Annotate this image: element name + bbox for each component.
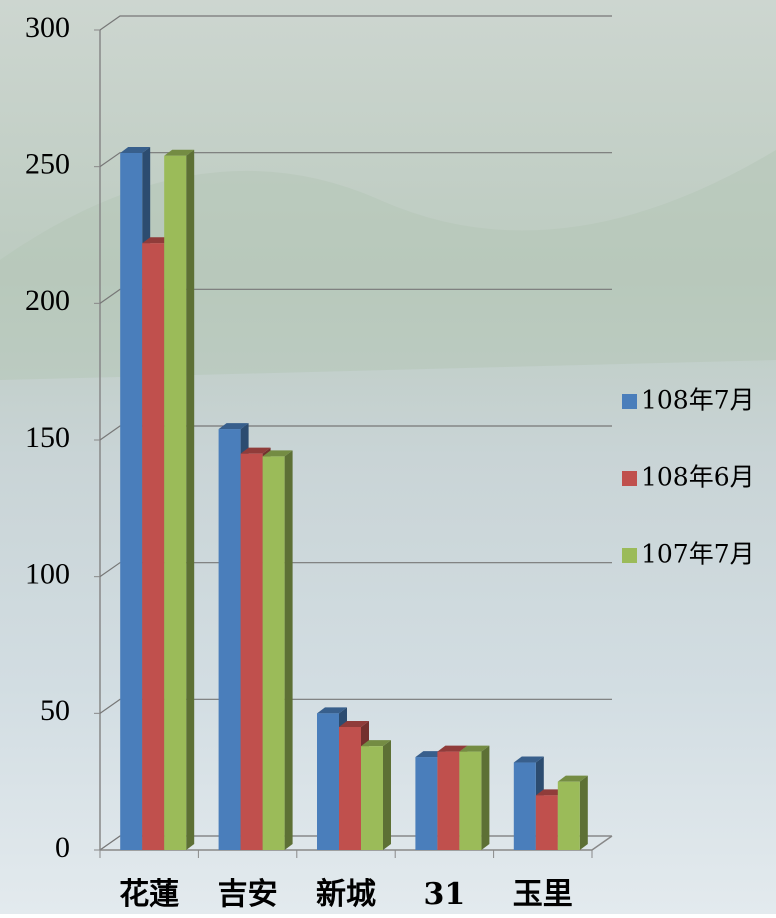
bar-side <box>481 745 490 850</box>
bar <box>459 751 482 850</box>
bar <box>513 762 536 850</box>
bar <box>437 751 460 850</box>
x-tick-label: 吉安 <box>218 877 278 912</box>
bar <box>218 429 241 850</box>
grid-line <box>99 562 612 578</box>
y-tick-label: 300 <box>25 11 70 44</box>
bar-side <box>186 149 195 850</box>
y-tick-label: 50 <box>40 694 70 727</box>
bar-top <box>218 423 249 430</box>
y-tick-label: 150 <box>25 421 70 454</box>
grid-line <box>99 288 612 304</box>
bar <box>361 746 383 850</box>
bar <box>240 453 263 850</box>
x-tick-label: 花蓮 <box>119 877 179 912</box>
bar-top <box>437 745 468 752</box>
bar <box>339 727 361 850</box>
bar <box>120 153 143 850</box>
x-tick-label: 新城 <box>316 877 376 912</box>
legend-swatch <box>622 548 637 563</box>
legend-label: 107年7月 <box>641 540 755 569</box>
x-tick-label: 玉里 <box>513 877 573 912</box>
x-tick-label: 31 <box>424 877 466 912</box>
bar-top <box>240 447 271 454</box>
bar <box>557 781 580 850</box>
legend-swatch <box>622 471 637 486</box>
grid-line <box>99 425 612 441</box>
bar-top <box>557 775 588 782</box>
bar-top <box>317 707 347 714</box>
bar-side <box>579 775 588 850</box>
grid-line <box>99 698 612 714</box>
bar <box>317 713 339 850</box>
bar-top <box>120 147 151 153</box>
bar-side <box>383 740 391 850</box>
bar-top <box>459 745 490 752</box>
y-tick-label: 100 <box>25 558 70 591</box>
bar-side <box>284 450 293 850</box>
bar <box>535 795 558 850</box>
bar <box>164 155 187 850</box>
bar-top <box>361 740 391 747</box>
y-tick-label: 200 <box>25 284 70 317</box>
bar-top <box>339 721 369 727</box>
bar-top <box>262 450 293 457</box>
bar-top <box>164 149 195 156</box>
legend-label: 108年6月 <box>641 463 755 492</box>
bar <box>262 456 285 850</box>
grid-line <box>99 152 612 168</box>
grid-line <box>99 15 612 31</box>
y-tick-label: 0 <box>55 831 70 864</box>
legend-swatch <box>622 394 637 409</box>
bar-top <box>513 756 544 763</box>
y-tick-label: 250 <box>25 148 70 181</box>
bar <box>142 243 165 850</box>
bar <box>415 757 438 850</box>
legend-label: 108年7月 <box>641 386 755 415</box>
